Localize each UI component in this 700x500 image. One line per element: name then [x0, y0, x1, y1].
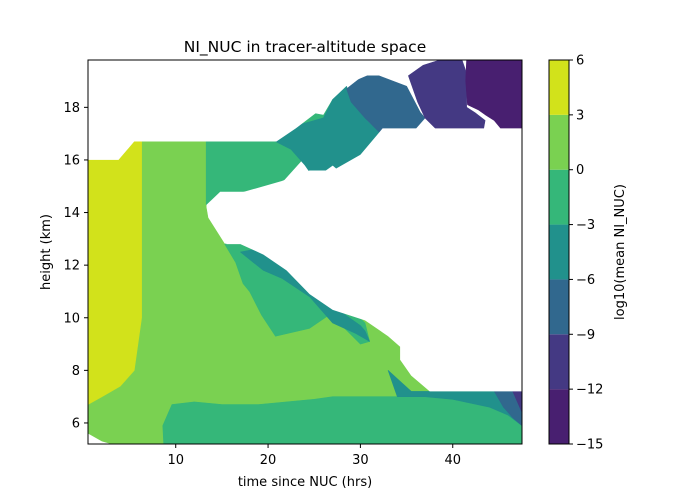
y-tick-label: 6 — [72, 416, 80, 431]
plot-area — [88, 60, 522, 444]
no-data-region-0 — [209, 128, 522, 392]
contour-region-12 — [465, 60, 522, 129]
y-tick-label: 14 — [63, 206, 80, 221]
x-axis-label: time since NUC (hrs) — [238, 475, 372, 490]
no-data-region-1 — [88, 60, 379, 160]
colorbar-frame — [548, 59, 570, 445]
colorbar-tick-label: 6 — [576, 54, 584, 69]
colorbar: −15 −12 −9 −6 −3 0 3 6 — [548, 54, 603, 453]
x-axis: 10 20 30 40 — [167, 444, 461, 468]
colorbar-label: log10(mean NI_NUC) — [613, 184, 628, 320]
y-tick-label: 18 — [63, 101, 80, 116]
colorbar-band — [549, 60, 569, 115]
y-axis: 6 8 10 12 14 16 18 — [63, 101, 88, 431]
x-tick-label: 30 — [352, 453, 369, 468]
plot-frame — [87, 59, 523, 445]
colorbar-band — [549, 279, 569, 335]
y-tick-label: 12 — [63, 259, 80, 274]
x-tick-label: 40 — [444, 453, 461, 468]
colorbar-tick-label: −12 — [576, 383, 603, 398]
y-tick-label: 10 — [63, 311, 80, 326]
x-tick-label: 20 — [260, 453, 277, 468]
chart-title: NI_NUC in tracer-altitude space — [184, 38, 427, 57]
y-axis-label: height (km) — [39, 214, 54, 290]
colorbar-tick-label: −6 — [576, 273, 595, 288]
colorbar-tick-label: −9 — [576, 328, 595, 343]
colorbar-band — [549, 224, 569, 280]
colorbar-tick-label: 3 — [576, 108, 584, 123]
colorbar-band — [549, 169, 569, 225]
no-data-region-2 — [88, 433, 112, 444]
colorbar-band — [549, 389, 569, 444]
colorbar-tick-label: −3 — [576, 218, 595, 233]
x-tick-label: 10 — [167, 453, 184, 468]
colorbar-tick-label: −15 — [576, 438, 603, 453]
colorbar-band — [549, 334, 569, 390]
colorbar-tick-label: 0 — [576, 163, 584, 178]
colorbar-band — [549, 114, 569, 170]
y-tick-label: 16 — [63, 153, 80, 168]
contour-region-1 — [88, 141, 142, 405]
y-tick-label: 8 — [72, 364, 80, 379]
